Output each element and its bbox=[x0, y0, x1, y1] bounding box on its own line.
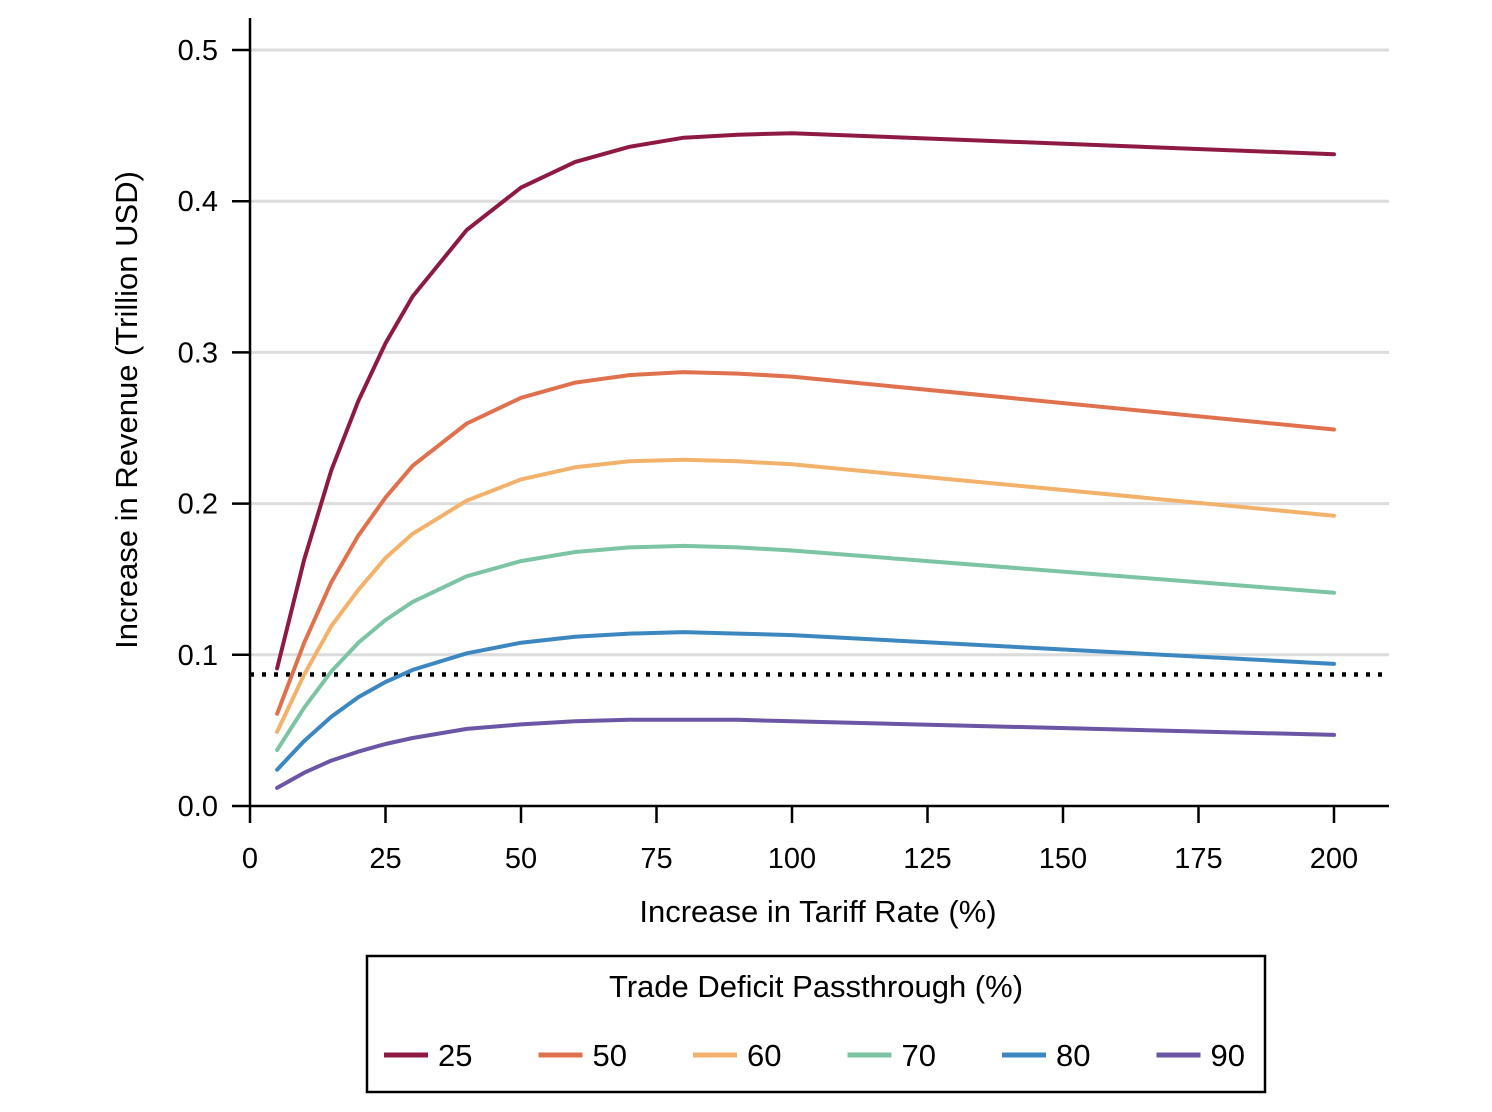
y-tick-label: 0.4 bbox=[178, 186, 218, 218]
series-line-80 bbox=[275, 630, 1336, 772]
y-tick-label: 0.2 bbox=[178, 489, 218, 521]
x-tick-label: 125 bbox=[903, 843, 951, 875]
y-tick-label: 0.3 bbox=[178, 337, 218, 369]
x-tick-label: 75 bbox=[640, 843, 672, 875]
legend-items: 25 50 60 70 80 90 bbox=[384, 1038, 1245, 1073]
series-line-50 bbox=[275, 370, 1336, 716]
series-line-25 bbox=[275, 131, 1336, 671]
x-tick-label: 150 bbox=[1039, 843, 1087, 875]
series-line-60 bbox=[275, 457, 1336, 734]
legend-label-25: 25 bbox=[438, 1038, 472, 1073]
series-line-90 bbox=[275, 717, 1336, 790]
series-line-70 bbox=[275, 543, 1336, 753]
x-tick-label: 0 bbox=[242, 843, 258, 875]
legend-box bbox=[365, 954, 1267, 1094]
y-tick-label: 0.0 bbox=[178, 791, 218, 823]
legend-label-70: 70 bbox=[902, 1038, 936, 1073]
x-tick-label: 50 bbox=[505, 843, 537, 875]
x-tick-label: 200 bbox=[1310, 843, 1358, 875]
x-axis-title: Increase in Tariff Rate (%) bbox=[639, 894, 996, 929]
legend-label-90: 90 bbox=[1211, 1038, 1245, 1073]
x-tick-label: 25 bbox=[369, 843, 401, 875]
y-axis-title: Increase in Revenue (Trillion USD) bbox=[109, 171, 144, 649]
legend-label-50: 50 bbox=[593, 1038, 627, 1073]
series-lines bbox=[275, 131, 1336, 790]
x-tick-label: 175 bbox=[1174, 843, 1222, 875]
legend-label-80: 80 bbox=[1056, 1038, 1090, 1073]
gridlines bbox=[250, 48, 1389, 657]
legend-label-60: 60 bbox=[747, 1038, 781, 1073]
y-tick-label: 0.1 bbox=[178, 640, 218, 672]
axes: 0.0 0.1 0.2 0.3 0.4 0.5 0 25 50 75 100 125 150 175 200 bbox=[178, 18, 1389, 875]
legend-title: Trade Deficit Passthrough (%) bbox=[609, 969, 1023, 1004]
legend: Trade Deficit Passthrough (%) 25 50 60 70 80… bbox=[365, 954, 1267, 1094]
y-tick-label: 0.5 bbox=[178, 35, 218, 67]
x-tick-label: 100 bbox=[768, 843, 816, 875]
